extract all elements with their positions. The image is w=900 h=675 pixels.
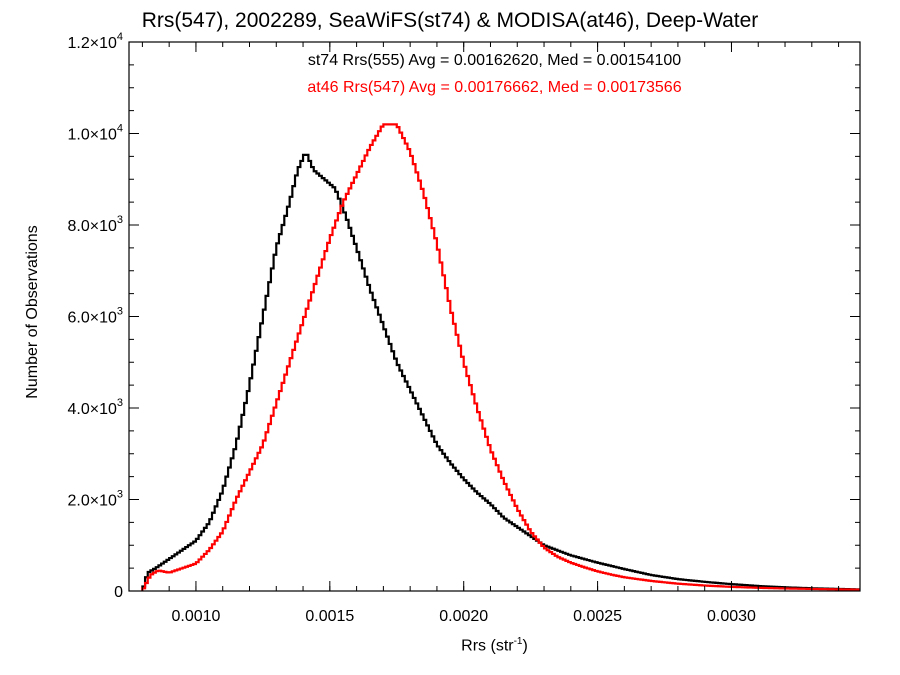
y-tick-label: 2.0×103 <box>67 489 123 510</box>
plot-frame <box>128 41 861 592</box>
x-tick-label: 0.0020 <box>439 608 488 625</box>
y-tick-label: 1.2×104 <box>67 31 123 52</box>
series-0-histogram <box>141 153 860 591</box>
y-tick-label: 6.0×103 <box>67 306 123 327</box>
y-tick-label: 4.0×103 <box>67 397 123 418</box>
chart-title: Rrs(547), 2002289, SeaWiFS(st74) & MODIS… <box>141 9 759 32</box>
legend-entry-st74: st74 Rrs(555) Avg = 0.00162620, Med = 0.… <box>307 52 682 69</box>
x-tick-label: 0.0030 <box>707 608 756 625</box>
series-1-histogram <box>141 123 860 591</box>
y-tick-label: 8.0×103 <box>67 214 123 235</box>
x-axis-label-base: Rrs (str <box>461 637 514 655</box>
x-tick-label: 0.0025 <box>573 608 622 625</box>
x-tick-label: 0.0010 <box>171 608 220 625</box>
y-tick-label: 1.0×104 <box>67 123 123 144</box>
x-axis-label-tail: ) <box>522 637 528 655</box>
y-tick-label: 0 <box>114 584 123 601</box>
x-axis-label: Rrs (str-1) <box>129 636 860 655</box>
x-tick-label: 0.0015 <box>305 608 354 625</box>
tick-layer: 0.0010 0.0015 0.0020 0.0025 0.0030 0 2.0×103 4.… <box>67 31 860 625</box>
legend-entry-at46: at46 Rrs(547) Avg = 0.00176662, Med = 0.… <box>307 79 682 96</box>
series-layer <box>141 123 860 591</box>
x-axis-label-exponent: -1 <box>513 636 523 647</box>
